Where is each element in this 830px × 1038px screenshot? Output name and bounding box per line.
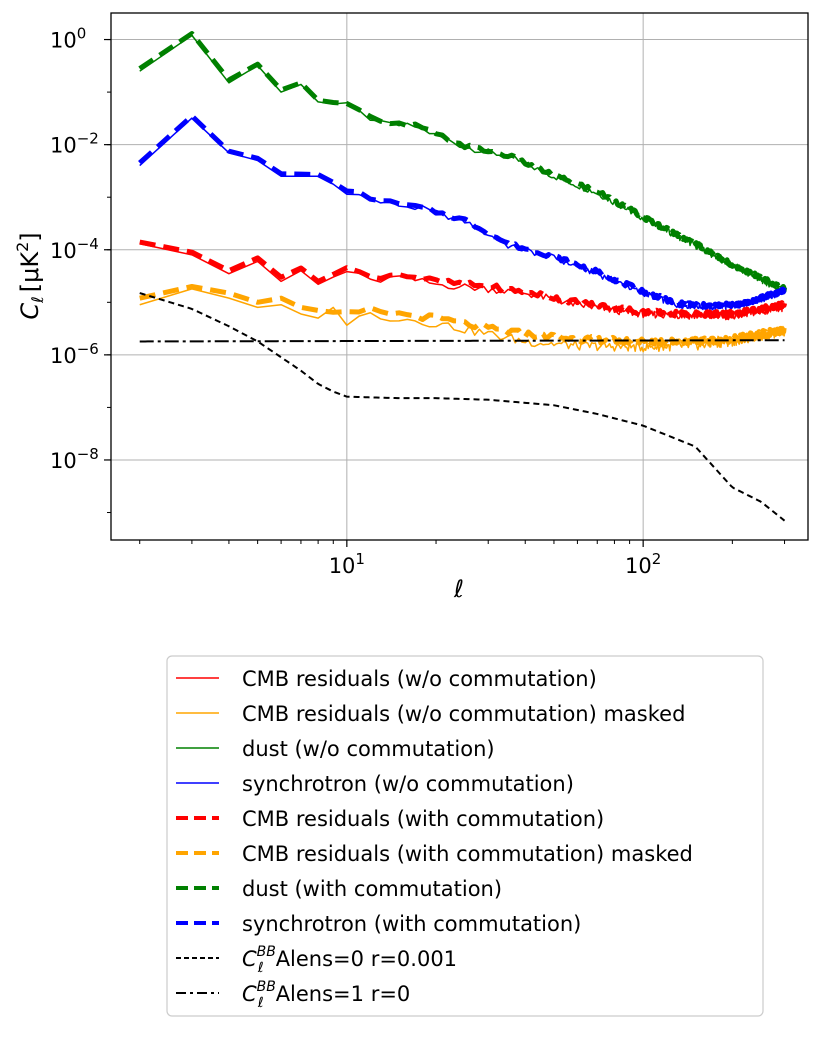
y-tick-label: 100 [50,25,86,53]
y-axis-label-unit-close: ] [16,232,44,241]
y-axis-label: Cℓ [μK2] [13,232,47,319]
legend-label: CMB residuals (w/o commutation) [242,667,597,691]
x-tick-label: 101 [329,550,365,578]
legend-label: CMB residuals (with commutation) masked [242,842,693,866]
y-axis-label-base: C [16,303,44,320]
y-tick-label: 10−8 [50,445,99,473]
legend-label: synchrotron (with commutation) [242,912,581,936]
legend-label-sup: BB [257,979,276,995]
legend-label-rest: Alens=0 r=0.001 [276,947,457,971]
y-axis-label-sub: ℓ [28,296,47,304]
legend-label-base: C [242,982,257,1006]
series-group [138,31,788,522]
series-line-6 [139,283,787,347]
x-tick-label: 102 [625,550,661,578]
legend-label-base: C [242,947,257,971]
series-line-9 [139,292,786,522]
legend-label: CMB residuals (with commutation) [242,807,604,831]
x-axis-label: ℓ [453,575,464,603]
x-tick-base: 10 [625,554,652,578]
series-line-7 [138,31,788,294]
legend: CMB residuals (w/o commutation) CMB resid… [166,655,764,1017]
y-tick-label: 10−4 [50,235,99,263]
y-tick-exp: −4 [77,235,99,253]
series-line-8 [138,113,787,311]
legend-label-sup: BB [257,944,276,960]
y-tick-label: 10−2 [50,130,99,158]
y-axis-label-unit: [μK [16,251,44,293]
y-tick-base: 10 [50,449,77,473]
legend-box [166,655,764,1017]
x-tick-base: 10 [329,554,356,578]
legend-label: synchrotron (w/o commutation) [242,772,574,796]
y-tick-exp: 0 [77,25,87,43]
y-tick-label: 10−6 [50,340,99,368]
legend-label-rest: Alens=1 r=0 [276,982,411,1006]
y-tick-base: 10 [50,344,77,368]
y-tick-exp: −8 [77,445,99,463]
legend-label-sub: ℓ [257,960,264,976]
y-tick-exp: −6 [77,340,99,358]
y-axis-label-unit-sup: 2 [13,242,32,252]
legend-label: dust (w/o commutation) [242,737,495,761]
legend-label: CMB residuals (w/o commutation) masked [242,702,685,726]
grid [111,13,808,540]
y-tick-base: 10 [50,239,77,263]
legend-label: dust (with commutation) [242,877,502,901]
x-tick-exp: 2 [652,550,662,568]
series-line-5 [139,239,787,319]
y-tick-base: 10 [50,29,77,53]
y-tick-exp: −2 [77,130,99,148]
series-line-10 [139,339,785,343]
legend-label: CBB ℓ Alens=1 r=0 [242,979,410,1011]
legend-label-sub: ℓ [257,995,264,1011]
plot-frame [110,12,809,541]
legend-label: CBB ℓ Alens=0 r=0.001 [242,944,457,976]
y-tick-base: 10 [50,134,77,158]
x-tick-exp: 1 [355,550,365,568]
